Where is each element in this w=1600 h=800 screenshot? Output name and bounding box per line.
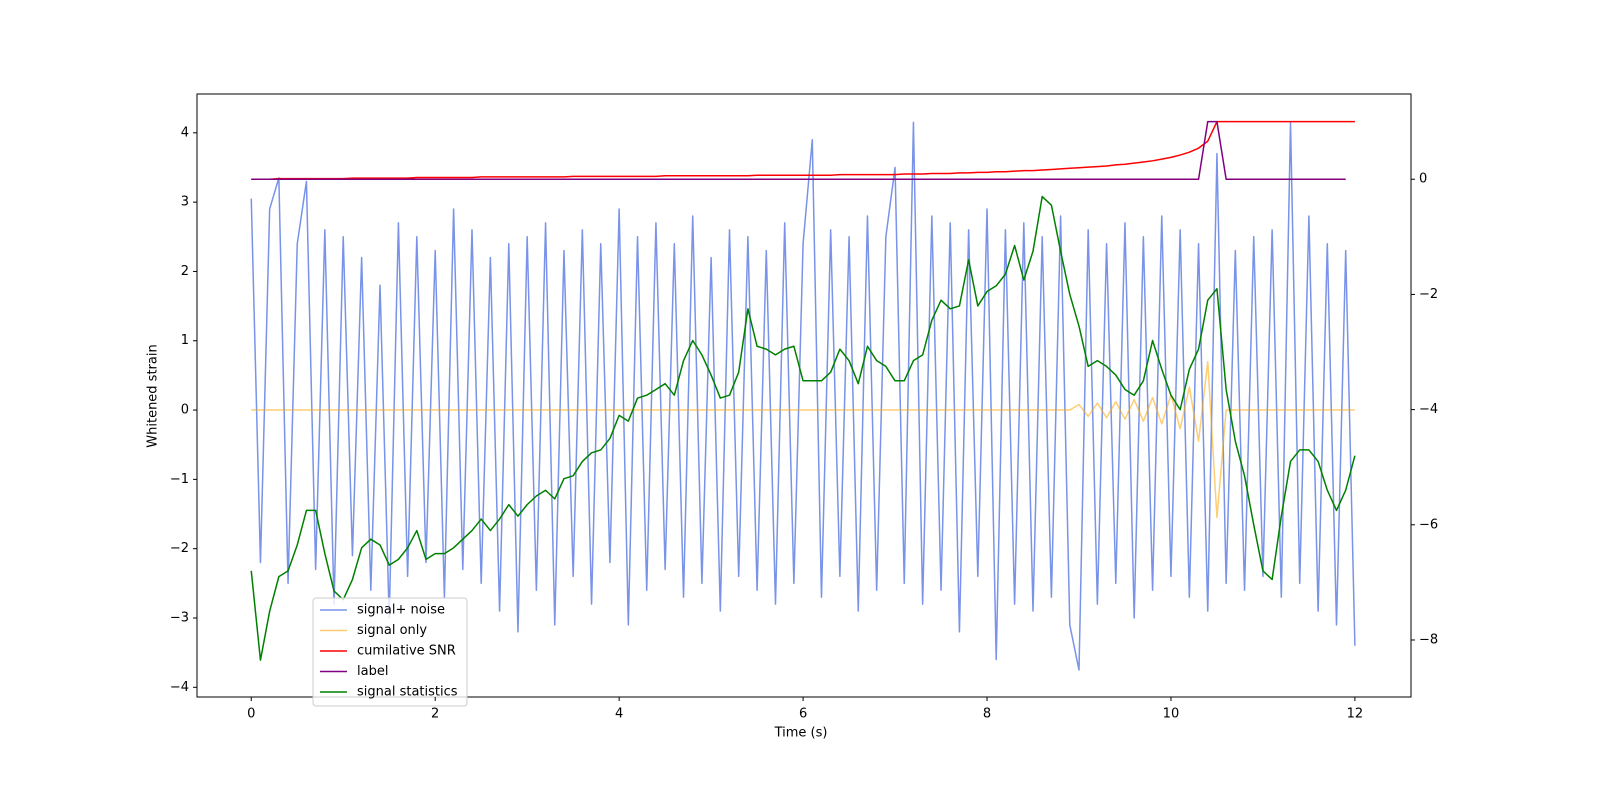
- legend-label: signal+ noise: [357, 603, 445, 618]
- line-series: [250, 121, 1356, 671]
- y2-tick-label: −8: [1419, 632, 1438, 647]
- legend-label: cumilative SNR: [357, 644, 456, 659]
- y-tick-label: −2: [170, 541, 189, 556]
- axes-frame: [196, 93, 1412, 698]
- x-tick-label: 4: [615, 707, 623, 722]
- y2-tick-label: −2: [1419, 287, 1438, 302]
- x-tick-label: 8: [983, 707, 991, 722]
- x-tick-label: 6: [799, 707, 807, 722]
- legend-label: label: [357, 664, 388, 679]
- y-tick-label: −1: [170, 472, 189, 487]
- y-tick-label: 0: [181, 403, 189, 418]
- x-tick-label: 0: [247, 707, 255, 722]
- x-tick-label: 2: [431, 707, 439, 722]
- plot-area: [250, 120, 1356, 671]
- y-tick-label: −3: [170, 610, 189, 625]
- y-tick-label: 1: [181, 333, 189, 348]
- x-axis-label: Time (s): [774, 726, 828, 741]
- x-tick-label: 12: [1347, 707, 1364, 722]
- legend: signal+ noise signal only cumilative SNR la…: [312, 597, 468, 707]
- legend-label: signal only: [357, 623, 427, 638]
- line-series: [251, 120, 1346, 180]
- y-axis-label: Whitened strain: [146, 344, 161, 447]
- y-tick-label: 4: [181, 125, 189, 140]
- y2-tick-label: −4: [1419, 402, 1438, 417]
- line-series: [250, 195, 1356, 661]
- y2-tick-label: −6: [1419, 517, 1438, 532]
- line-series: [251, 120, 1355, 180]
- y-tick-label: 2: [181, 264, 189, 279]
- x-tick-label: 10: [1163, 707, 1180, 722]
- legend-box: [312, 597, 468, 707]
- y-tick-label: −4: [170, 680, 189, 695]
- y-tick-label: 3: [181, 195, 189, 210]
- y2-tick-label: 0: [1419, 172, 1427, 187]
- legend-label: signal statistics: [357, 685, 458, 700]
